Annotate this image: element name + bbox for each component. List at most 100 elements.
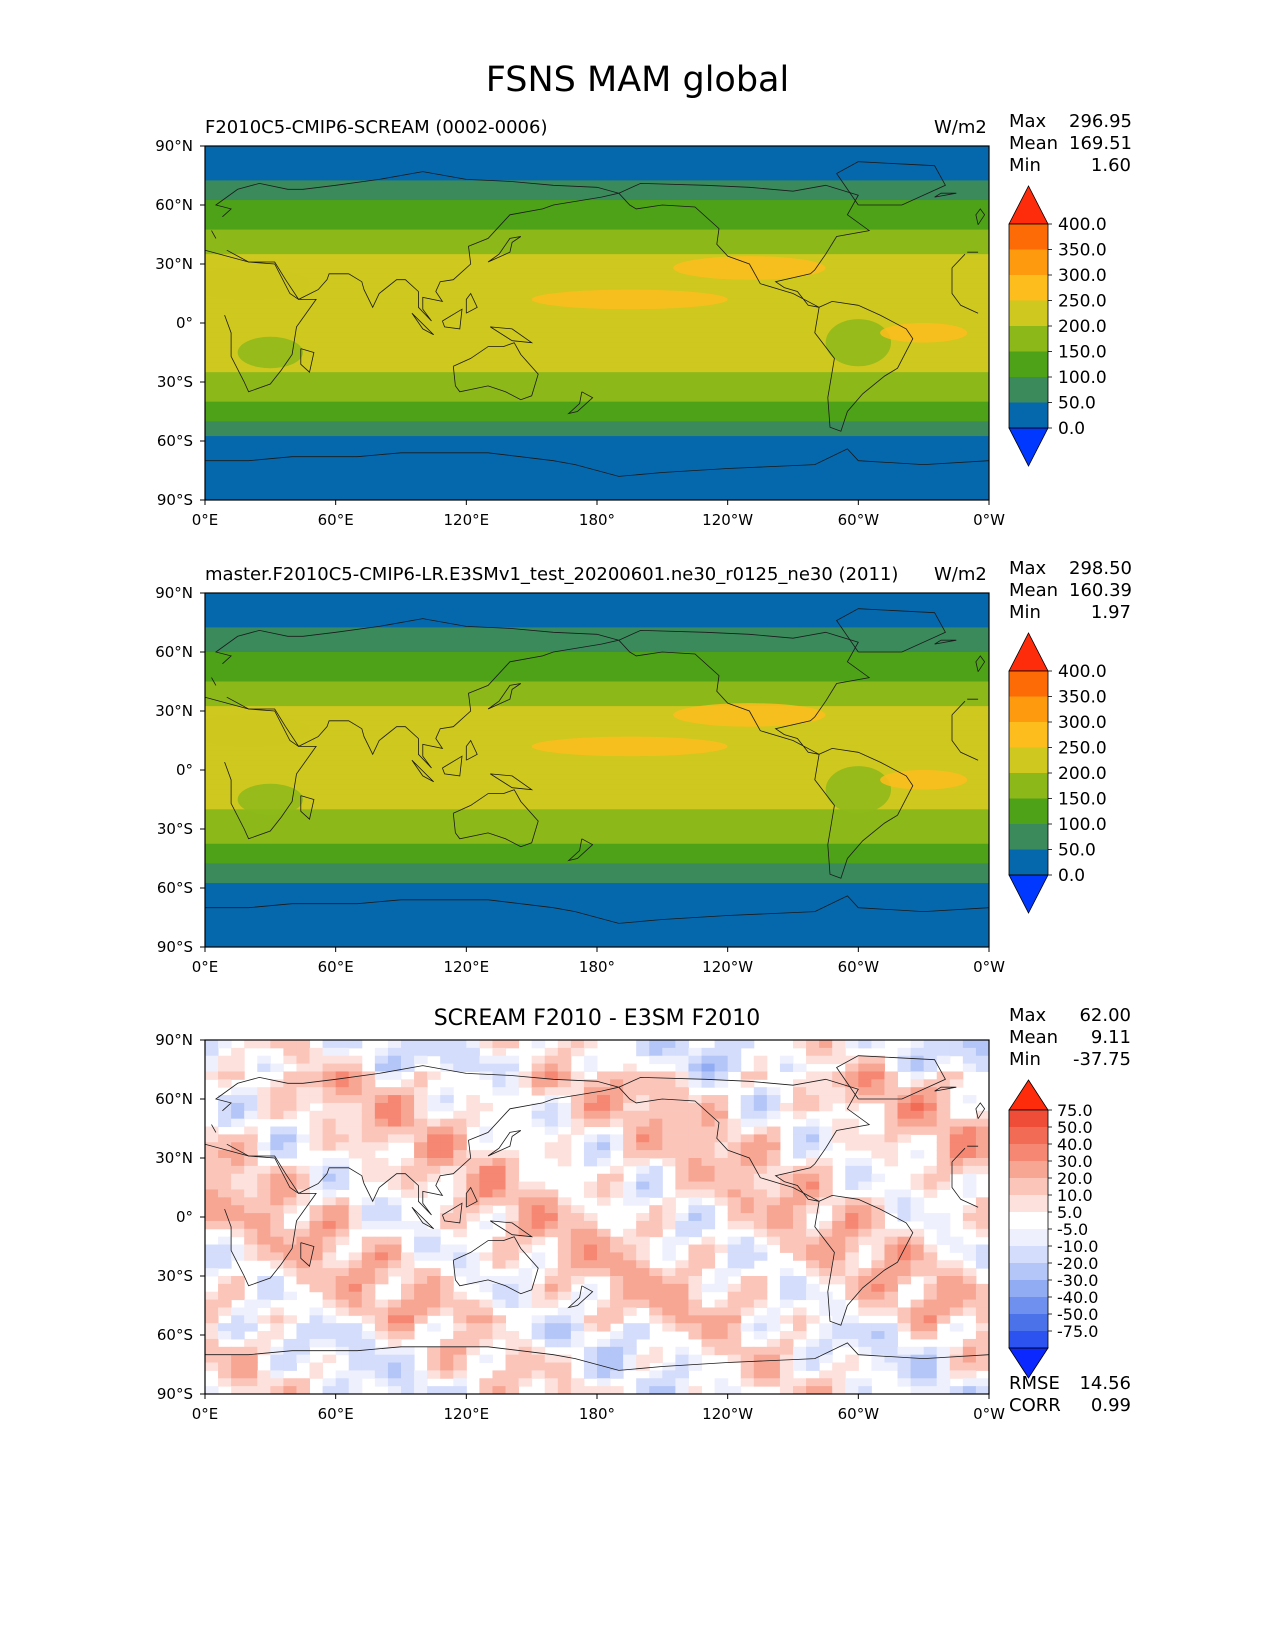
field-cell: [427, 1346, 441, 1356]
field-cell: [740, 1354, 755, 1364]
field-cell: [505, 1063, 520, 1072]
colorbar-tick-label: 350.0: [1058, 688, 1107, 708]
field-cell: [557, 1055, 572, 1065]
field-cell: [858, 1040, 872, 1049]
field-cell: [335, 1291, 350, 1301]
field-cell: [714, 1134, 729, 1143]
field-cell: [623, 1158, 637, 1167]
field-cell: [244, 1370, 258, 1379]
field-cell: [322, 1110, 337, 1120]
field-cell: [701, 1315, 716, 1324]
field-cell: [649, 1205, 663, 1214]
field-cell: [387, 1370, 402, 1379]
field-cell: [701, 1102, 716, 1112]
field-cell: [597, 1244, 611, 1253]
field-cell: [387, 1047, 402, 1057]
field-cell: [231, 1228, 245, 1238]
field-band: [205, 209, 989, 216]
field-cell: [714, 1095, 729, 1104]
field-cell: [322, 1165, 337, 1175]
field-cell: [936, 1268, 951, 1277]
field-cell: [610, 1299, 624, 1308]
field-cell: [675, 1095, 689, 1104]
field-cell: [793, 1095, 807, 1104]
field-cell: [936, 1291, 951, 1301]
field-band: [205, 858, 989, 865]
field-cell: [897, 1378, 912, 1387]
field-cell: [636, 1260, 650, 1269]
field-cell: [218, 1378, 232, 1387]
field-cell: [387, 1236, 402, 1246]
field-cell: [270, 1276, 284, 1285]
field-cell: [832, 1055, 846, 1065]
field-cell: [361, 1276, 376, 1285]
field-cell: [871, 1323, 885, 1332]
field-cell: [949, 1118, 964, 1128]
field-cell: [884, 1110, 899, 1120]
field-cell: [740, 1079, 755, 1088]
field-cell: [531, 1071, 546, 1080]
field-cell: [453, 1181, 467, 1190]
colorbar-segment: [1009, 351, 1048, 378]
field-cell: [649, 1213, 663, 1222]
field-cell: [531, 1354, 546, 1364]
field-cell: [819, 1370, 833, 1379]
field-cell: [257, 1370, 271, 1379]
field-cell: [518, 1236, 533, 1246]
field-cell: [453, 1378, 467, 1387]
field-cell: [583, 1079, 598, 1088]
field-cell: [531, 1362, 546, 1371]
field-cell: [544, 1150, 559, 1159]
field-cell: [257, 1236, 271, 1246]
field-band: [205, 170, 989, 177]
field-cell: [505, 1346, 520, 1356]
field-band: [205, 843, 989, 850]
field-cell: [610, 1276, 624, 1285]
field-cell: [361, 1110, 376, 1120]
field-cell: [453, 1158, 467, 1167]
coastline: [836, 608, 946, 653]
field-cell: [205, 1063, 219, 1072]
field-cell: [283, 1205, 297, 1214]
field-cell: [753, 1346, 768, 1356]
field-cell: [819, 1087, 833, 1096]
field-cell: [766, 1181, 781, 1190]
field-cell: [884, 1276, 899, 1285]
field-cell: [583, 1354, 598, 1364]
field-band: [205, 155, 989, 162]
field-cell: [845, 1291, 859, 1301]
field-cell: [675, 1386, 689, 1394]
field-cell: [531, 1331, 546, 1340]
field-cell: [975, 1228, 989, 1238]
field-cell: [427, 1228, 441, 1238]
field-cell: [270, 1315, 284, 1324]
field-cell: [766, 1315, 781, 1324]
field-cell: [845, 1252, 859, 1261]
field-cell: [740, 1040, 755, 1049]
field-cell: [205, 1260, 219, 1269]
field-cell: [296, 1228, 311, 1238]
field-cell: [374, 1047, 389, 1057]
field-cell: [322, 1181, 337, 1190]
field-cell: [348, 1276, 363, 1285]
field-cell: [414, 1055, 428, 1065]
field-cell: [205, 1331, 219, 1340]
field-cell: [231, 1087, 245, 1096]
field-cell: [649, 1134, 663, 1143]
field-cell: [779, 1331, 794, 1340]
field-band: [205, 254, 989, 260]
field-cell: [793, 1134, 807, 1143]
field-band: [205, 878, 989, 884]
field-cell: [205, 1220, 219, 1230]
field-cell: [636, 1252, 650, 1261]
field-cell: [949, 1268, 964, 1277]
field-band: [205, 268, 989, 275]
field-cell: [740, 1370, 755, 1379]
field-cell: [531, 1370, 546, 1379]
field-cell: [374, 1370, 389, 1379]
field-cell: [205, 1323, 219, 1332]
field-cell: [884, 1205, 899, 1214]
field-cell: [401, 1118, 415, 1128]
field-cell: [570, 1071, 585, 1080]
field-cell: [309, 1134, 324, 1143]
